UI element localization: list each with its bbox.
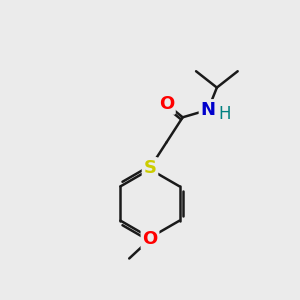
Text: O: O [159, 95, 174, 113]
Text: S: S [143, 159, 157, 177]
Text: N: N [200, 101, 215, 119]
Text: O: O [142, 230, 158, 248]
Text: H: H [218, 105, 231, 123]
